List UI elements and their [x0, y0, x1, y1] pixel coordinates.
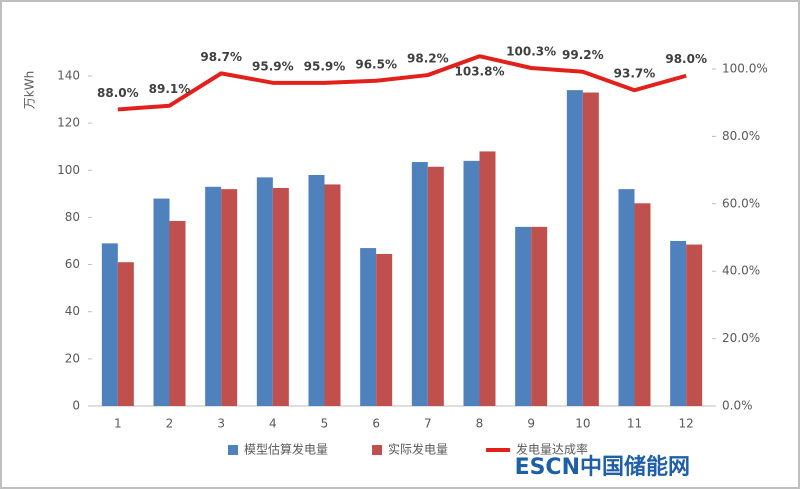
data-label: 89.1%: [149, 82, 191, 96]
data-label: 103.8%: [455, 65, 505, 79]
bar: [256, 177, 273, 406]
bar: [634, 203, 651, 406]
bar: [618, 189, 635, 406]
bar: [272, 187, 289, 406]
y2-tick-label: 20.0%: [722, 331, 760, 345]
data-label: 96.5%: [355, 57, 397, 71]
x-tick-label: 7: [424, 417, 432, 431]
bar: [221, 189, 238, 406]
bar: [360, 248, 377, 406]
data-label: 100.3%: [506, 44, 556, 58]
y-tick-label: 40: [65, 304, 80, 318]
x-tick-label: 6: [372, 417, 380, 431]
legend-label: 模型估算发电量: [244, 442, 328, 457]
x-tick-label: 12: [679, 417, 694, 431]
legend-label: 发电量达成率: [516, 442, 588, 457]
y-tick-label: 140: [57, 69, 80, 83]
bar: [531, 226, 548, 406]
bar: [463, 160, 480, 406]
bar: [686, 244, 703, 406]
y-tick-label: 60: [65, 257, 80, 271]
bar: [205, 186, 222, 406]
bar: [376, 253, 393, 406]
y-axis-label: 万kWh: [23, 71, 37, 109]
data-label: 88.0%: [97, 86, 139, 100]
x-tick-label: 2: [166, 417, 174, 431]
bar: [582, 92, 599, 406]
y2-tick-label: 60.0%: [722, 196, 760, 210]
y2-tick-label: 0.0%: [722, 399, 753, 413]
bar: [117, 262, 134, 406]
bar: [308, 175, 325, 406]
x-tick-label: 9: [527, 417, 535, 431]
bar: [479, 151, 496, 406]
legend-swatch: [228, 445, 238, 455]
x-tick-label: 5: [321, 417, 329, 431]
y-tick-label: 0: [72, 399, 80, 413]
data-label: 98.2%: [407, 52, 449, 66]
data-label: 93.7%: [614, 67, 656, 81]
bar: [101, 243, 118, 406]
x-tick-label: 3: [217, 417, 225, 431]
legend-swatch: [372, 445, 383, 455]
watermark: ESCN中国储能网: [515, 454, 690, 480]
x-tick-label: 10: [575, 417, 590, 431]
y-tick-label: 80: [65, 210, 80, 224]
y-tick-label: 120: [57, 116, 80, 130]
rate-line: [117, 54, 687, 112]
bar: [411, 162, 428, 406]
x-tick-label: 1: [114, 417, 122, 431]
data-label: 95.9%: [252, 59, 294, 73]
data-label: 98.0%: [665, 52, 707, 66]
data-label: 95.9%: [304, 59, 346, 73]
x-tick-label: 4: [269, 417, 277, 431]
bar: [566, 90, 583, 407]
y-tick-label: 100: [57, 163, 80, 177]
y2-tick-label: 40.0%: [722, 264, 760, 278]
data-label: 99.2%: [562, 48, 604, 62]
x-tick-label: 11: [627, 417, 642, 431]
bar: [324, 184, 341, 406]
bar: [427, 166, 444, 406]
x-tick-label: 8: [476, 417, 484, 431]
y2-tick-label: 100.0%: [722, 62, 768, 76]
y-tick-label: 20: [65, 351, 80, 365]
bar: [169, 220, 186, 406]
legend-label: 实际发电量: [388, 442, 448, 457]
bar: [670, 241, 687, 406]
y2-tick-label: 80.0%: [722, 129, 760, 143]
bar: [515, 226, 532, 406]
data-label: 98.7%: [200, 50, 242, 64]
bar: [153, 198, 170, 406]
